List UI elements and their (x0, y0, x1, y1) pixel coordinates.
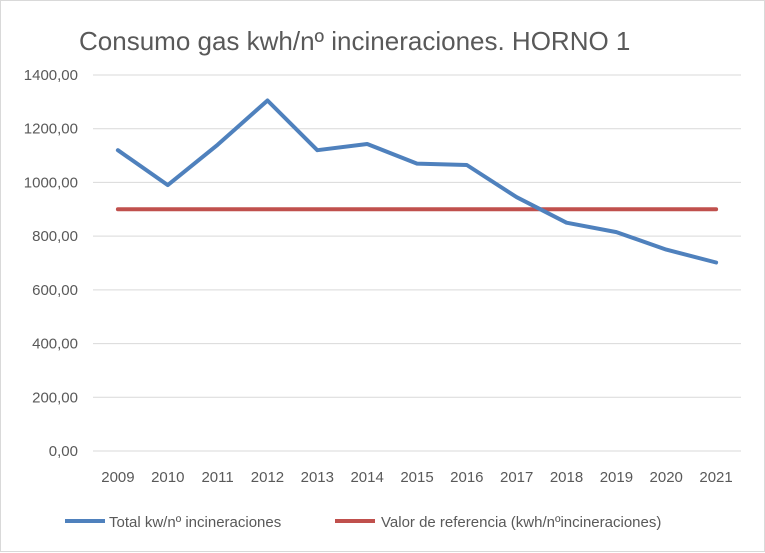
y-tick-label: 800,00 (32, 228, 78, 245)
x-tick-label: 2019 (600, 469, 633, 486)
legend: Total kw/nº incineraciones Valor de refer… (65, 514, 661, 531)
data-point (316, 149, 318, 151)
data-point (715, 261, 717, 263)
legend-label: Valor de referencia (kwh/nºincineracione… (381, 514, 661, 531)
legend-label: Total kw/nº incineraciones (109, 514, 281, 531)
data-point (416, 163, 418, 165)
chart-title: Consumo gas kwh/nº incineraciones. HORNO… (79, 26, 630, 56)
data-point (366, 143, 368, 145)
data-point (266, 208, 268, 210)
data-point (117, 208, 119, 210)
data-point (715, 208, 717, 210)
data-point (167, 184, 169, 186)
data-point (665, 208, 667, 210)
x-tick-label: 2015 (400, 469, 433, 486)
x-tick-label: 2021 (699, 469, 732, 486)
x-tick-label: 2010 (151, 469, 184, 486)
data-point (466, 208, 468, 210)
data-point (516, 196, 518, 198)
data-point (167, 208, 169, 210)
x-tick-label: 2013 (301, 469, 334, 486)
x-tick-label: 2020 (650, 469, 683, 486)
legend-item: Total kw/nº incineraciones (65, 514, 281, 531)
data-point (566, 222, 568, 224)
data-point (566, 208, 568, 210)
x-tick-label: 2014 (350, 469, 383, 486)
data-point (366, 208, 368, 210)
y-tick-label: 400,00 (32, 336, 78, 353)
data-point (416, 208, 418, 210)
data-point (266, 100, 268, 102)
legend-item: Valor de referencia (kwh/nºincineracione… (335, 514, 661, 531)
x-tick-label: 2011 (201, 469, 233, 486)
gridlines (93, 74, 741, 452)
data-point (615, 231, 617, 233)
x-tick-label: 2012 (251, 469, 284, 486)
y-axis-ticks: 0,00 200,00 400,00 600,00 800,00 1000,00 1200,… (24, 67, 78, 460)
data-point (466, 164, 468, 166)
x-axis-ticks: 2009 2010 2011 2012 2013 2014 2015 2016 2017 2018… (101, 469, 733, 486)
data-point (117, 149, 119, 151)
y-tick-label: 600,00 (32, 282, 78, 299)
data-point (516, 208, 518, 210)
series-line-0 (115, 98, 719, 265)
x-tick-label: 2016 (450, 469, 483, 486)
series-lines (115, 98, 719, 265)
x-tick-label: 2009 (101, 469, 134, 486)
data-point (217, 144, 219, 146)
x-tick-label: 2018 (550, 469, 583, 486)
y-tick-label: 1000,00 (24, 174, 78, 191)
y-tick-label: 1400,00 (24, 67, 78, 84)
y-tick-label: 1200,00 (24, 121, 78, 138)
data-point (217, 208, 219, 210)
data-point (316, 208, 318, 210)
y-tick-label: 200,00 (32, 389, 78, 406)
y-tick-label: 0,00 (49, 443, 78, 460)
data-point (665, 249, 667, 251)
x-tick-label: 2017 (500, 469, 533, 486)
data-point (615, 208, 617, 210)
